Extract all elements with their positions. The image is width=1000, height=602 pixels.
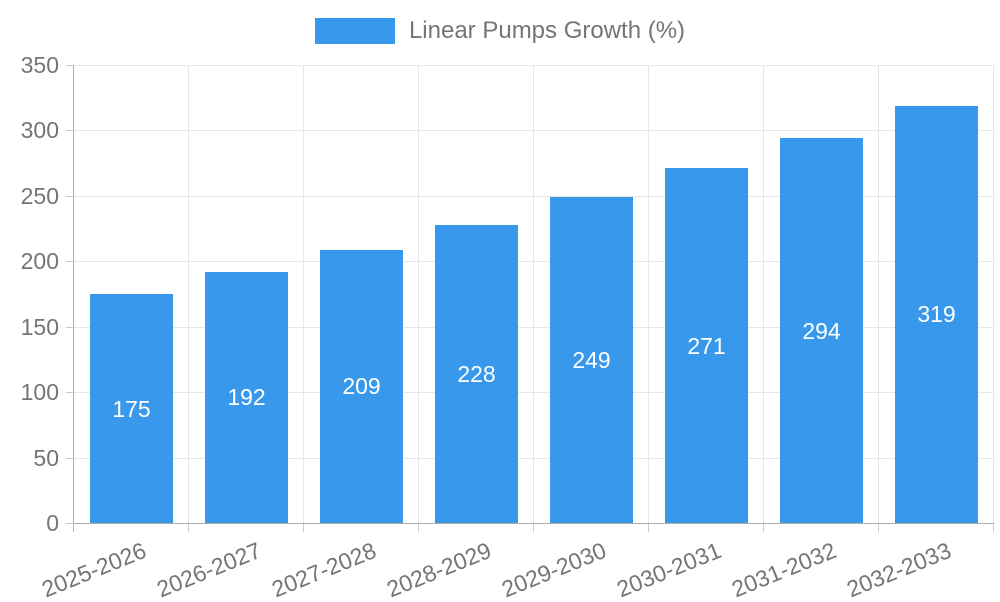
y-axis-tick-label: 0 (46, 510, 59, 536)
x-gridline (993, 65, 994, 523)
bar-value-label: 294 (802, 317, 841, 344)
y-gridline (74, 261, 994, 263)
bar-2028-2029[interactable] (435, 224, 518, 523)
plot-area: 0 50 100 150 200 250 300 350 175 2025-2026 192 2026… (21, 52, 994, 602)
y-axis-tick-label: 350 (20, 52, 59, 78)
legend[interactable]: Linear Pumps Growth (%) (0, 18, 1000, 44)
y-gridline (74, 457, 994, 459)
bar-value-label: 319 (917, 301, 956, 328)
y-axis-tick (66, 130, 74, 132)
legend-label: Linear Pumps Growth (%) (408, 17, 686, 44)
bar-2029-2030[interactable] (550, 197, 633, 523)
x-axis-category-label: 2029-2030 (497, 537, 610, 602)
legend-swatch (314, 18, 395, 44)
bar-value-label: 209 (342, 373, 381, 400)
y-axis-tick (66, 65, 74, 66)
x-axis-category-label: 2027-2028 (267, 537, 380, 602)
x-axis-tick (188, 524, 189, 532)
x-axis-category-label: 2028-2029 (382, 537, 495, 602)
bar-2027-2028[interactable] (320, 249, 403, 523)
x-gridline (303, 65, 304, 523)
y-axis-tick (66, 523, 74, 524)
y-axis-tick (66, 392, 74, 394)
x-axis-category-label: 2025-2026 (37, 537, 150, 602)
x-axis-tick (878, 524, 879, 532)
y-axis-tick-label: 150 (20, 313, 59, 340)
bar-value-label: 271 (687, 332, 726, 359)
y-gridline (74, 130, 994, 132)
bar-value-label: 249 (572, 347, 611, 374)
y-axis-tick-label: 50 (33, 444, 59, 471)
bar-value-label: 192 (227, 384, 266, 411)
bar-value-label: 175 (112, 395, 151, 422)
y-axis-tick-label: 200 (20, 248, 59, 275)
x-gridline (763, 65, 764, 523)
y-axis-tick-label: 250 (20, 182, 59, 209)
y-axis-tick (66, 195, 74, 197)
x-axis-tick (533, 524, 534, 532)
x-axis-category-label: 2026-2027 (152, 537, 265, 602)
x-axis-tick (648, 524, 649, 532)
x-axis-category-label: 2030-2031 (612, 537, 725, 602)
bar-2030-2031[interactable] (665, 168, 748, 523)
y-axis-tick-label: 100 (20, 379, 59, 406)
x-gridline (418, 65, 419, 523)
y-gridline (74, 392, 994, 394)
x-gridline (878, 65, 879, 523)
y-gridline (74, 65, 994, 66)
bar-2025-2026[interactable] (90, 294, 173, 523)
bar-value-label: 228 (457, 360, 496, 387)
x-axis-category-label: 2031-2032 (727, 537, 840, 602)
y-axis-tick (66, 261, 74, 263)
y-axis-tick (66, 457, 74, 459)
x-axis-tick (418, 524, 419, 532)
y-axis-tick-label: 300 (20, 117, 59, 144)
bar-2026-2027[interactable] (205, 271, 288, 523)
y-gridline (74, 195, 994, 197)
x-axis-tick (763, 524, 764, 532)
y-gridline (74, 326, 994, 328)
x-gridline (533, 65, 534, 523)
x-axis-category-label: 2032-2033 (842, 537, 955, 602)
bar-2032-2033[interactable] (895, 105, 978, 523)
bar-2031-2032[interactable] (780, 138, 863, 523)
x-gridline (188, 65, 189, 523)
x-axis-tick (303, 524, 304, 532)
x-axis-tick (993, 524, 994, 532)
x-gridline (648, 65, 649, 523)
y-axis-extension-tick (73, 524, 74, 532)
y-axis-tick (66, 326, 74, 328)
